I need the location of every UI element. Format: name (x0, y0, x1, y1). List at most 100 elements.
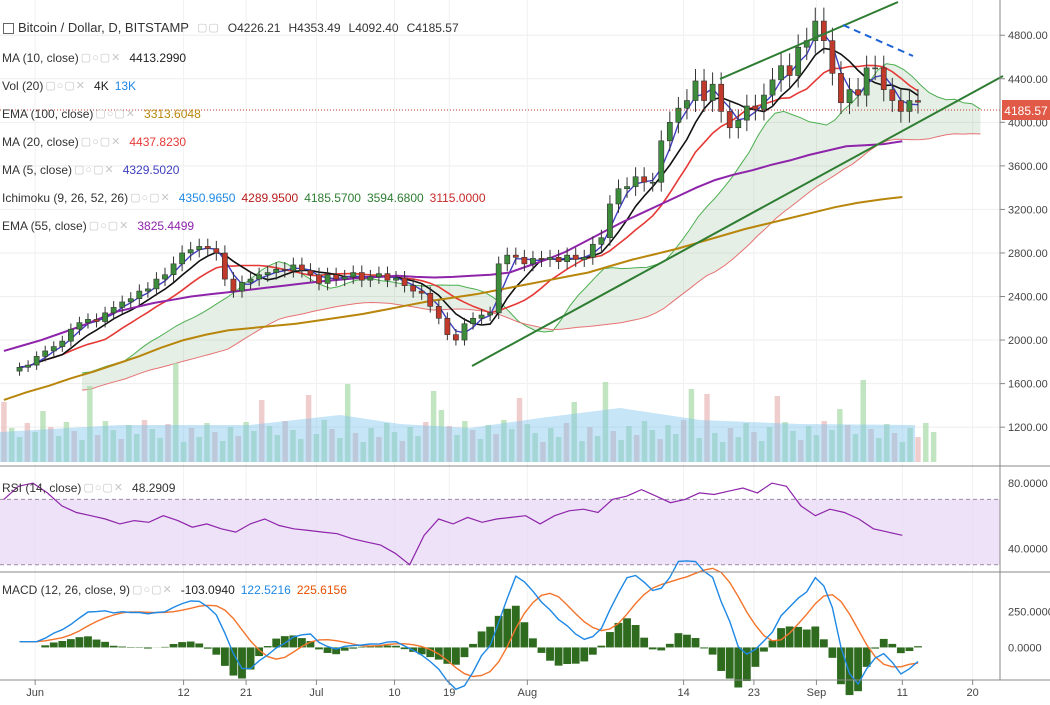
legend-controls-icon[interactable]: ▢○▢✕ (45, 78, 86, 94)
candle-body[interactable] (43, 351, 48, 356)
legend-controls-icon[interactable]: ▢○▢✕ (74, 162, 115, 178)
candle-body[interactable] (393, 278, 398, 280)
candle-body[interactable] (470, 318, 475, 323)
collapse-icon[interactable] (3, 23, 14, 34)
candle-body[interactable] (411, 286, 416, 291)
candle-body[interactable] (171, 264, 176, 275)
candle-body[interactable] (60, 341, 65, 346)
candle-body[interactable] (890, 90, 895, 101)
candle-body[interactable] (488, 313, 493, 315)
candle-body[interactable] (94, 319, 99, 321)
candle-body[interactable] (864, 68, 869, 95)
candle-body[interactable] (214, 249, 219, 253)
candle-body[interactable] (34, 356, 39, 365)
candle-body[interactable] (659, 141, 664, 182)
candle-body[interactable] (231, 279, 236, 291)
candle-body[interactable] (180, 253, 185, 264)
candle-body[interactable] (385, 274, 390, 281)
candle-body[interactable] (128, 299, 133, 302)
candle-body[interactable] (684, 101, 689, 109)
candle-body[interactable] (753, 106, 758, 109)
candle-body[interactable] (428, 293, 433, 306)
candle-body[interactable] (316, 275, 321, 284)
candle-body[interactable] (103, 313, 108, 322)
candle-body[interactable] (642, 177, 647, 182)
candle-body[interactable] (821, 21, 826, 41)
candle-body[interactable] (701, 81, 706, 101)
candle-body[interactable] (419, 291, 424, 293)
candle-body[interactable] (77, 323, 82, 330)
candle-body[interactable] (68, 329, 73, 341)
candle-body[interactable] (239, 282, 244, 291)
header-row[interactable]: Bitcoin / Dollar, D, BITSTAMP ▢▢ O4226.2… (0, 20, 459, 36)
candle-body[interactable] (17, 367, 22, 371)
legend-controls-icon[interactable]: ▢○▢✕ (81, 50, 122, 66)
macd-controls-icon[interactable]: ▢○▢✕ (132, 582, 173, 598)
legend-row[interactable]: EMA (100, close)▢○▢✕3313.6048 (0, 106, 201, 122)
candle-body[interactable] (650, 182, 655, 183)
candle-body[interactable] (282, 269, 287, 270)
candle-body[interactable] (26, 365, 31, 367)
candle-body[interactable] (847, 90, 852, 103)
legend-row[interactable]: EMA (55, close)▢○▢✕3825.4499 (0, 218, 194, 234)
legend-row[interactable]: MA (10, close)▢○▢✕4413.2990 (0, 50, 186, 66)
candle-body[interactable] (881, 68, 886, 90)
candle-body[interactable] (436, 306, 441, 318)
candle-body[interactable] (796, 47, 801, 75)
candle-body[interactable] (111, 307, 116, 312)
legend-controls-icon[interactable]: ▢○▢✕ (95, 106, 136, 122)
candle-body[interactable] (505, 255, 510, 264)
candle-body[interactable] (744, 106, 749, 120)
candle-body[interactable] (368, 277, 373, 280)
candle-body[interactable] (299, 265, 304, 270)
candle-body[interactable] (590, 244, 595, 257)
candle-body[interactable] (308, 270, 313, 274)
candle-body[interactable] (137, 291, 142, 299)
candle-body[interactable] (522, 257, 527, 264)
candle-body[interactable] (479, 315, 484, 318)
candle-body[interactable] (770, 80, 775, 95)
candle-body[interactable] (556, 257, 561, 261)
candle-body[interactable] (496, 264, 501, 313)
candle-body[interactable] (736, 120, 741, 128)
candle-body[interactable] (342, 277, 347, 279)
candle-body[interactable] (445, 318, 450, 334)
candle-body[interactable] (855, 90, 860, 95)
candle-body[interactable] (265, 273, 270, 275)
candle-body[interactable] (120, 302, 125, 307)
candle-body[interactable] (582, 257, 587, 259)
candle-body[interactable] (573, 255, 578, 259)
candle-body[interactable] (325, 275, 330, 284)
candle-body[interactable] (248, 279, 253, 282)
candle-body[interactable] (513, 255, 518, 257)
candle-body[interactable] (376, 274, 381, 277)
candle-body[interactable] (85, 319, 90, 322)
candle-body[interactable] (838, 73, 843, 102)
candle-body[interactable] (727, 111, 732, 127)
rsi-controls-icon[interactable]: ▢○▢✕ (83, 480, 124, 496)
candle-body[interactable] (599, 238, 604, 245)
candle-body[interactable] (778, 66, 783, 80)
candle-body[interactable] (188, 250, 193, 253)
candle-body[interactable] (334, 275, 339, 279)
candle-body[interactable] (462, 324, 467, 340)
candle-body[interactable] (205, 246, 210, 248)
candle-body[interactable] (624, 187, 629, 189)
candle-body[interactable] (761, 95, 766, 109)
candle-body[interactable] (453, 335, 458, 340)
candle-body[interactable] (530, 258, 535, 263)
candle-body[interactable] (693, 81, 698, 101)
candle-body[interactable] (274, 269, 279, 272)
candle-body[interactable] (257, 275, 262, 279)
candle-body[interactable] (719, 84, 724, 111)
candle-body[interactable] (873, 68, 878, 69)
candle-body[interactable] (565, 255, 570, 262)
candle-body[interactable] (915, 101, 920, 103)
legend-row[interactable]: MA (5, close)▢○▢✕4329.5020 (0, 162, 179, 178)
candle-body[interactable] (607, 204, 612, 238)
candle-body[interactable] (616, 189, 621, 204)
legend-controls-icon[interactable]: ▢○▢✕ (81, 134, 122, 150)
legend-controls-icon[interactable]: ▢○▢✕ (89, 218, 130, 234)
